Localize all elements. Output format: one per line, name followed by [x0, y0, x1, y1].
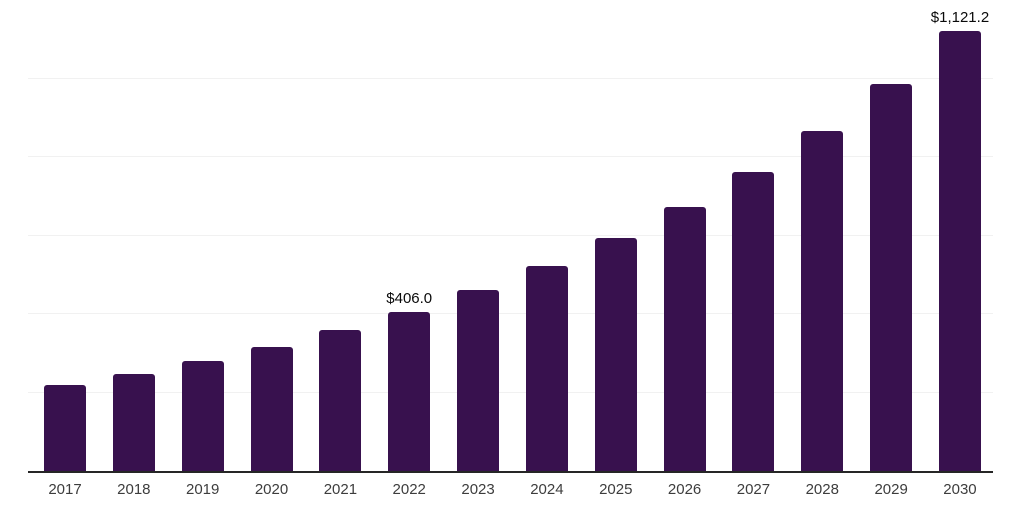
data-label-2030: $1,121.2: [930, 8, 990, 26]
x-axis-labels: 2017 2018 2019 2020 2021 2022 2023 2024 2025 2026…: [28, 481, 993, 498]
x-tick-label: 2025: [599, 481, 633, 498]
x-tick-label: 2018: [117, 481, 151, 498]
bar-2028: [801, 130, 844, 471]
plot-area: $406.0 $1,121.2: [28, 0, 993, 473]
x-tick-label: 2026: [667, 481, 702, 498]
bar-2018: [112, 374, 155, 471]
x-tick-label: 2027: [736, 481, 771, 498]
x-tick-2024: 2024: [526, 481, 568, 498]
x-tick-label: 2017: [48, 481, 82, 498]
x-tick-2021: 2021: [319, 481, 361, 498]
bar-group-2024: [525, 266, 568, 471]
bar-2026: [663, 207, 706, 471]
x-tick-label: 2024: [530, 481, 564, 498]
x-tick-label: 2021: [323, 481, 358, 498]
x-tick-2020: 2020: [251, 481, 293, 498]
bar-2030: [938, 30, 981, 471]
bar-group-2023: [457, 290, 500, 471]
x-tick-label: 2030: [943, 481, 977, 498]
bar-2021: [319, 329, 362, 471]
bar-group-2029: [870, 84, 913, 471]
bar-group-2025: [594, 237, 637, 471]
bar-2025: [594, 237, 637, 471]
bar-2024: [525, 266, 568, 471]
gridline-800: [28, 156, 993, 157]
bar-group-2030: $1,121.2: [931, 9, 989, 471]
gridline-200: [28, 391, 993, 393]
bar-2029: [870, 84, 913, 471]
x-tick-2026: 2026: [664, 481, 706, 498]
data-label-2022: $406.0: [386, 289, 433, 307]
x-tick-2017: 2017: [44, 481, 86, 498]
x-tick-2027: 2027: [732, 481, 774, 498]
bar-2019: [181, 361, 224, 471]
x-tick-2018: 2018: [113, 481, 155, 498]
x-tick-label: 2023: [461, 481, 495, 498]
x-tick-label: 2020: [254, 481, 289, 498]
bar-group-2028: [801, 130, 844, 471]
x-tick-label: 2019: [186, 481, 220, 498]
bar-2022: [388, 311, 431, 471]
bar-group-2020: [250, 346, 293, 471]
bar-2017: [44, 384, 86, 471]
x-tick-2030: 2030: [939, 481, 981, 498]
bar-2027: [732, 171, 775, 471]
x-tick-label: 2028: [805, 481, 839, 498]
x-tick-2029: 2029: [870, 481, 912, 498]
x-tick-2022: 2022: [388, 481, 430, 498]
gridline-600: [28, 234, 993, 236]
bar-2020: [250, 346, 293, 471]
x-tick-label: 2022: [392, 481, 426, 498]
bar-group-2026: [663, 207, 706, 471]
x-tick-2023: 2023: [457, 481, 499, 498]
bar-2023: [457, 290, 500, 471]
gridline-400: [28, 313, 993, 314]
gridline-1000: [28, 77, 993, 79]
bars-container: $406.0 $1,121.2: [28, 0, 993, 471]
bar-group-2027: [732, 171, 775, 471]
bar-group-2019: [181, 361, 224, 471]
bar-group-2022: $406.0: [386, 290, 432, 471]
bar-group-2021: [319, 329, 362, 471]
x-tick-2025: 2025: [595, 481, 637, 498]
bar-group-2018: [112, 374, 155, 471]
x-tick-label: 2029: [874, 481, 908, 498]
x-tick-2028: 2028: [801, 481, 843, 498]
bar-group-2017: [44, 384, 86, 471]
x-tick-2019: 2019: [182, 481, 224, 498]
